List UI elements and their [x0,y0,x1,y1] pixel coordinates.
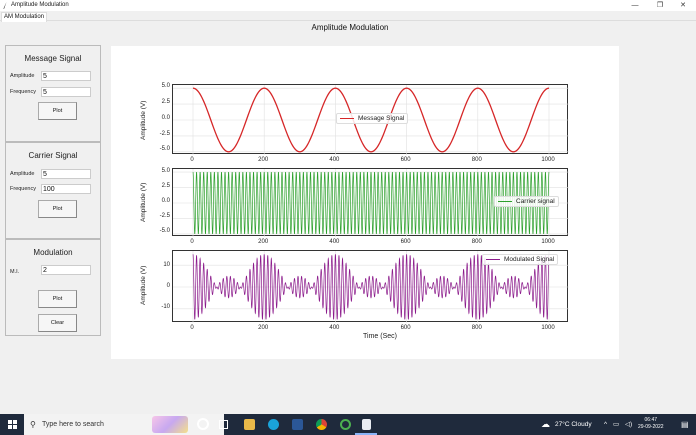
message-legend: Message Signal [336,113,409,124]
carrier-legend: Carrier signal [494,196,559,207]
xtick: 800 [471,239,482,245]
legend-label: Message Signal [358,115,405,122]
windows-start-icon[interactable] [8,420,17,429]
search-placeholder: Type here to search [42,421,104,428]
message-plot-ylabel: Amplitude (V) [140,100,147,140]
ytick: -2.5 [159,213,170,219]
ytick: -10 [161,304,170,310]
modulated-plot-ylabel: Amplitude (V) [140,265,147,305]
notifications-icon[interactable]: ▤ [681,420,689,429]
modulation-heading: Modulation [33,248,73,257]
clock-time: 06:47 [644,417,658,423]
ytick: -5.0 [159,146,170,152]
modulation-panel: Modulation M.I. 2 Plot Clear [5,239,101,336]
xtick: 600 [400,239,411,245]
series-line [192,172,550,234]
carrier-amplitude-input[interactable]: 5 [41,169,91,179]
carrier-signal-panel: Carrier Signal Amplitude 5 Frequency 100… [5,142,101,239]
page-title: Amplitude Modulation [311,23,389,32]
python-feather-icon [3,2,7,9]
search-highlight-image [152,416,188,433]
legend-label: Modulated Signal [504,256,555,263]
network-icon[interactable]: ▭ [613,421,620,428]
carrier-plot-button[interactable]: Plot [38,200,77,218]
close-button[interactable]: ✕ [680,2,686,9]
ytick: 0.0 [161,198,170,204]
notebook-tabs: AM Modulation [0,11,696,22]
message-signal-heading: Message Signal [24,54,82,63]
carrier-frequency-input[interactable]: 100 [41,184,91,194]
xtick: 400 [329,157,340,163]
modulated-legend: Modulated Signal [482,254,559,265]
xtick: 1000 [541,157,555,163]
xtick: 200 [258,157,269,163]
word-icon[interactable] [292,419,303,430]
python-window-icon[interactable] [362,419,371,430]
search-icon: ⚲ [30,420,36,429]
ytick: 10 [163,262,170,268]
edge-icon[interactable] [268,419,279,430]
cortana-icon[interactable] [197,418,209,430]
tab-am-modulation[interactable]: AM Modulation [1,12,48,22]
ytick: -5.0 [159,228,170,234]
xtick: 800 [471,325,482,331]
xtick: 0 [190,157,194,163]
taskbar-search-box[interactable]: ⚲ Type here to search [24,414,224,435]
ytick: -2.5 [159,131,170,137]
xtick: 800 [471,157,482,163]
window-title: Amplitude Modulation [11,2,69,8]
ytick: 0 [166,283,170,289]
weather-text[interactable]: 27°C Cloudy [555,421,592,428]
ytick: 2.5 [161,99,170,105]
series-line [192,254,550,320]
legend-label: Carrier signal [516,198,555,205]
xtick: 200 [258,325,269,331]
xtick: 1000 [541,239,555,245]
xtick: 600 [400,325,411,331]
task-view-icon[interactable] [219,420,228,429]
chrome-icon[interactable] [316,419,327,430]
xtick: 0 [190,239,194,245]
xtick: 0 [190,325,194,331]
windows-taskbar: ⚲ Type here to search ☁ 27°C Cloudy ^ ▭ … [0,414,696,435]
window-titlebar: Amplitude Modulation — ❐ ✕ [0,0,696,11]
message-signal-panel: Message Signal Amplitude 5 Frequency 5 P… [5,45,101,142]
volume-icon[interactable]: ◁) [625,421,633,428]
modulation-plot-button[interactable]: Plot [38,290,77,308]
xtick: 400 [329,325,340,331]
clear-button[interactable]: Clear [38,314,77,332]
ytick: 2.5 [161,183,170,189]
show-hidden-icons-chevron[interactable]: ^ [604,421,608,428]
carrier-signal-heading: Carrier Signal [28,151,78,160]
message-amplitude-input[interactable]: 5 [41,71,91,81]
ytick: 5.0 [161,168,170,174]
ytick: 5.0 [161,83,170,89]
message-frequency-label: Frequency [10,89,36,95]
taskbar-clock[interactable]: 06:47 29-09-2022 [638,417,664,431]
message-amplitude-label: Amplitude [10,73,35,79]
series-line [192,87,550,153]
minimize-button[interactable]: — [631,2,639,9]
carrier-amplitude-label: Amplitude [10,171,35,177]
modulation-index-input[interactable]: 2 [41,265,91,275]
active-app-indicator [355,433,377,435]
message-plot-button[interactable]: Plot [38,102,77,120]
modulation-index-label: M.I. [10,269,20,275]
maximize-button[interactable]: ❐ [656,2,664,9]
app-circle-icon[interactable] [340,419,351,430]
file-explorer-icon[interactable] [244,419,255,430]
clock-date: 29-09-2022 [638,424,664,430]
carrier-frequency-label: Frequency [10,186,36,192]
message-frequency-input[interactable]: 5 [41,87,91,97]
ytick: 0.0 [161,115,170,121]
x-axis-label: Time (Sec) [363,333,397,340]
xtick: 1000 [541,325,555,331]
xtick: 400 [329,239,340,245]
xtick: 200 [258,239,269,245]
weather-cloud-icon: ☁ [541,419,550,429]
carrier-plot-ylabel: Amplitude (V) [140,182,147,222]
xtick: 600 [400,157,411,163]
